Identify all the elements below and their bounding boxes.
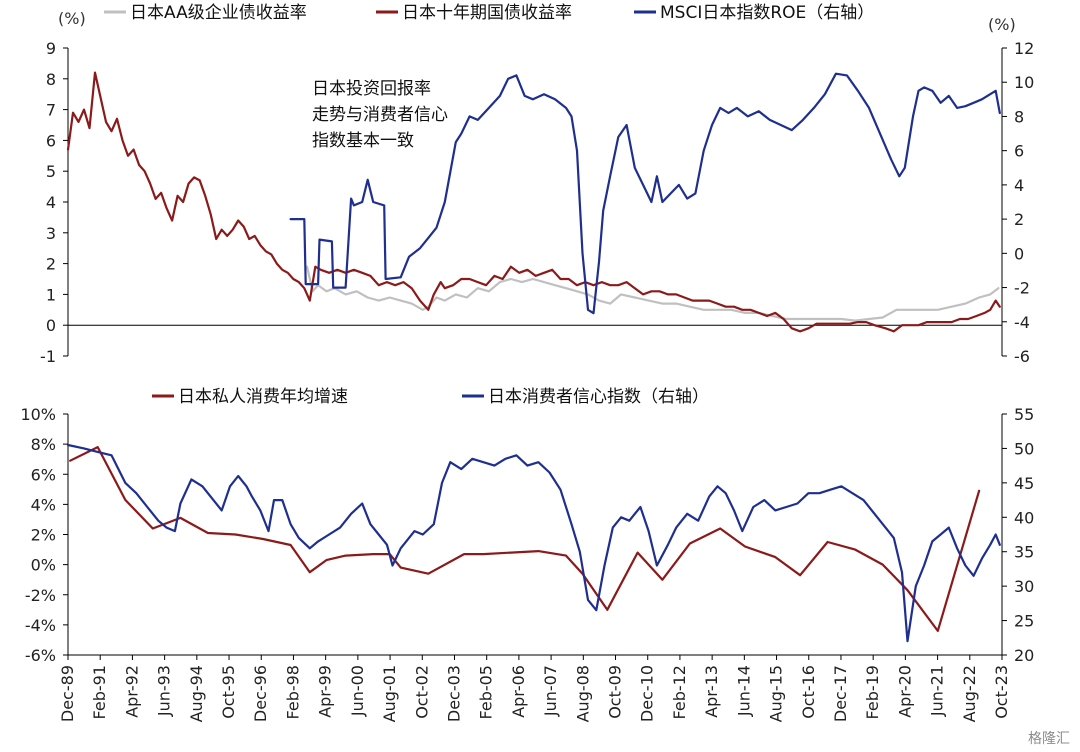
left-tick-label: 8 (46, 70, 56, 89)
right-tick-label: 45 (1014, 474, 1034, 493)
series-line-1 (69, 446, 981, 633)
x-tick-label: Jun-14 (734, 665, 753, 717)
right-tick-label: 55 (1014, 405, 1034, 424)
left-tick-label: 5 (46, 162, 56, 181)
x-tick-label: Aug-22 (960, 665, 979, 722)
left-tick-label: -4% (25, 616, 56, 635)
x-tick-label: Aug-08 (573, 665, 592, 722)
x-tick-label: Aug-01 (380, 665, 399, 722)
x-tick-label: Jun-00 (348, 665, 367, 717)
watermark-text: 格隆汇 (1028, 731, 1070, 747)
x-tick-label: Aug-15 (767, 665, 786, 722)
x-tick-label: Feb-91 (90, 665, 109, 719)
right-tick-label: 8 (1014, 107, 1024, 126)
x-tick-label: Apr-13 (702, 665, 721, 718)
right-tick-label: 4 (1014, 176, 1024, 195)
x-tick-label: Aug-94 (187, 665, 206, 722)
chart-annotation: 日本投资回报率 走势与消费者信心 指数基本一致 (312, 79, 448, 151)
right-tick-label: 0 (1014, 244, 1024, 263)
left-tick-label: 7 (46, 101, 56, 120)
x-tick-label: Dec-89 (58, 665, 77, 722)
x-tick-label: Feb-98 (283, 665, 302, 719)
x-tick-label: Oct-02 (412, 665, 431, 719)
right-tick-label: 35 (1014, 543, 1034, 562)
x-tick-label: Apr-99 (316, 665, 335, 718)
right-tick-label: 30 (1014, 577, 1034, 596)
right-tick-label: 50 (1014, 439, 1034, 458)
x-tick-label: Oct-23 (992, 665, 1011, 719)
left-tick-label: 6 (46, 131, 56, 150)
right-tick-label: -6 (1014, 347, 1030, 366)
x-tick-label: Dec-17 (831, 665, 850, 722)
right-tick-label: 12 (1014, 39, 1034, 58)
right-unit-label: (%) (988, 15, 1016, 34)
left-tick-label: 0 (46, 316, 56, 335)
x-tick-label: Feb-12 (670, 665, 689, 719)
x-tick-label: Apr-06 (509, 665, 528, 718)
left-tick-label: 4% (31, 495, 56, 514)
left-tick-label: 0% (31, 556, 56, 575)
legend-label-2: 日本十年期国债收益率 (402, 3, 572, 23)
legend-label-2: 日本消费者信心指数（右轴） (488, 387, 709, 407)
x-tick-label: Dec-03 (444, 665, 463, 722)
x-tick-label: Dec-96 (251, 665, 270, 722)
left-tick-label: 8% (31, 435, 56, 454)
left-tick-label: -6% (25, 646, 56, 665)
series-line-2 (66, 71, 1001, 333)
x-tick-label: Feb-05 (477, 665, 496, 719)
x-tick-label: Apr-20 (895, 665, 914, 718)
left-tick-label: 10% (20, 405, 56, 424)
legend-label-1: 日本AA级企业债收益率 (130, 3, 307, 23)
x-tick-label: Dec-10 (638, 665, 657, 722)
x-tick-label: Jun-07 (541, 665, 560, 717)
x-tick-label: Apr-92 (122, 665, 141, 718)
annotation-line-3: 指数基本一致 (312, 131, 414, 151)
legend-label-1: 日本私人消费年均增速 (178, 387, 348, 407)
left-tick-label: 6% (31, 465, 56, 484)
annotation-line-2: 走势与消费者信心 (312, 105, 448, 125)
x-tick-label: Oct-09 (606, 665, 625, 719)
annotation-line-1: 日本投资回报率 (312, 79, 431, 99)
left-tick-label: 4 (46, 193, 56, 212)
right-tick-label: 40 (1014, 508, 1034, 527)
legend-label-3: MSCI日本指数ROE（右轴） (660, 3, 874, 23)
left-unit-label: (%) (58, 9, 86, 28)
left-tick-label: 3 (46, 224, 56, 243)
left-tick-label: 9 (46, 39, 56, 58)
series-line-2 (66, 443, 1001, 643)
left-tick-label: -2% (25, 586, 56, 605)
left-tick-label: 2% (31, 526, 56, 545)
left-tick-label: 2 (46, 255, 56, 274)
x-tick-label: Oct-16 (799, 665, 818, 719)
left-tick-label: 1 (46, 285, 56, 304)
left-tick-label: -1 (40, 347, 56, 366)
right-tick-label: 25 (1014, 612, 1034, 631)
x-tick-label: Jun-93 (155, 665, 174, 717)
series-line-3 (289, 72, 1001, 315)
right-tick-label: -4 (1014, 313, 1030, 332)
x-tick-label: Feb-19 (863, 665, 882, 719)
series-line-1 (306, 265, 1000, 322)
right-tick-label: 10 (1014, 73, 1034, 92)
x-tick-label: Jun-21 (928, 665, 947, 717)
bottom-chart: -6% -4% -2% 0% 2% 4% 6% 8% 10% 20 25 30 35 40 45 50 55 De… (20, 387, 1034, 722)
right-tick-label: 6 (1014, 142, 1024, 161)
right-tick-label: 20 (1014, 646, 1034, 665)
x-tick-label: Oct-95 (219, 665, 238, 719)
right-tick-label: -2 (1014, 279, 1030, 298)
right-tick-label: 2 (1014, 210, 1024, 229)
